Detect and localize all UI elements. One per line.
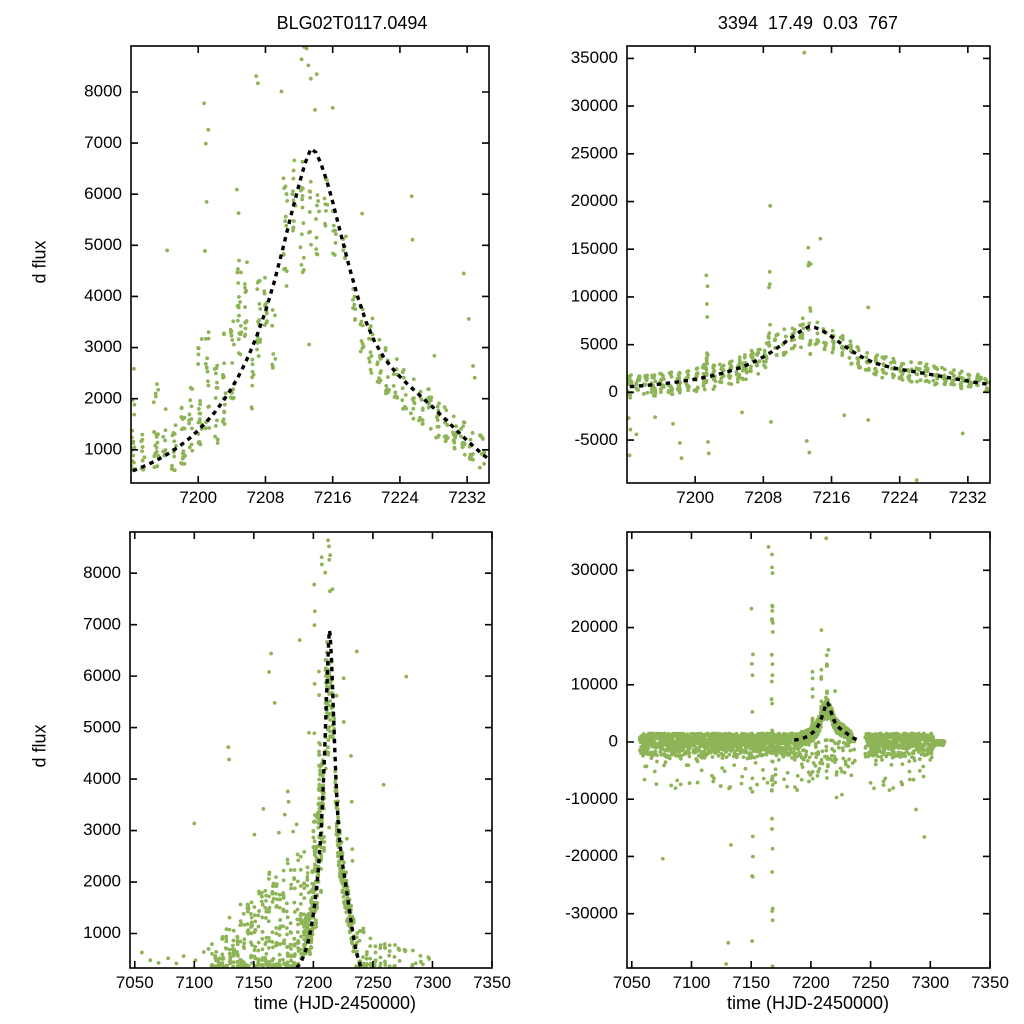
panel-title-top-left: BLG02T0117.0494 bbox=[276, 13, 428, 33]
y-axis-label-top-left: d flux bbox=[29, 240, 50, 284]
panel-title-top-right: 3394 17.49 0.03 767 bbox=[717, 13, 899, 33]
x-axis-label-bottom-right: time (HJD-2450000) bbox=[726, 993, 890, 1013]
x-axis-label-bottom-left: time (HJD-2450000) bbox=[253, 993, 417, 1013]
y-axis-label-bottom-left: d flux bbox=[29, 724, 50, 768]
